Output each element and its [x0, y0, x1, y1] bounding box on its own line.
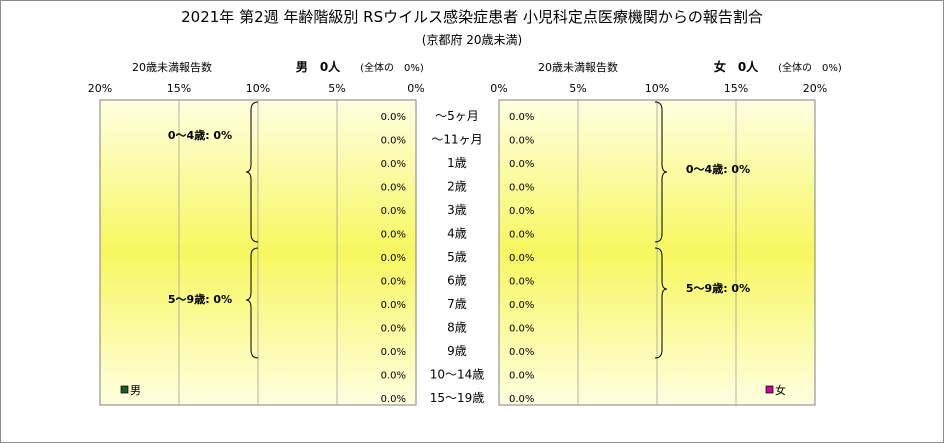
category-label: ～11ヶ月 — [431, 132, 482, 146]
category-label: 10～14歳 — [430, 367, 485, 381]
right-brace-0-4 — [654, 101, 668, 243]
male-value-label: 0.0% — [381, 323, 406, 334]
female-value-label: 0.0% — [509, 229, 534, 240]
category-label: 8歳 — [447, 320, 467, 334]
male-value-label: 0.0% — [381, 229, 406, 240]
male-tick-labels: 20% 15% 10% 5% 0% — [88, 82, 425, 95]
male-value-label: 0.0% — [381, 206, 406, 217]
legend-female-label: 女 — [775, 383, 786, 397]
category-label: 6歳 — [447, 273, 467, 287]
female-value-label: 0.0% — [509, 112, 534, 123]
category-label: 7歳 — [447, 297, 467, 311]
female-tick-label: 5% — [569, 82, 586, 95]
female-tick-label: 10% — [645, 82, 669, 95]
male-value-label: 0.0% — [381, 159, 406, 170]
right-annotation-5-9: 5～9歳: 0% — [686, 281, 750, 295]
male-value-label: 0.0% — [381, 135, 406, 146]
male-value-label: 0.0% — [381, 347, 406, 358]
male-value-label: 0.0% — [381, 182, 406, 193]
left-axis-label: 20歳未満報告数 — [132, 61, 212, 74]
male-value-label: 0.0% — [381, 253, 406, 264]
female-value-label: 0.0% — [509, 370, 534, 381]
category-label: 3歳 — [447, 203, 467, 217]
left-annotation-5-9: 5～9歳: 0% — [168, 292, 232, 306]
left-annotation-0-4: 0～4歳: 0% — [168, 128, 232, 142]
male-value-label: 0.0% — [381, 370, 406, 381]
male-tick-label: 0% — [407, 82, 424, 95]
female-tick-label: 0% — [490, 82, 507, 95]
female-gridlines — [577, 100, 737, 405]
male-gridlines — [178, 100, 338, 405]
male-tick-label: 15% — [167, 82, 191, 95]
female-header: 女 0人 — [714, 59, 759, 74]
female-value-label: 0.0% — [509, 159, 534, 170]
male-value-label: 0.0% — [381, 300, 406, 311]
category-label: ～5ヶ月 — [435, 109, 479, 123]
right-annotation-0-4: 0～4歳: 0% — [686, 162, 750, 176]
right-brace-5-9 — [654, 247, 668, 359]
right-axis-label: 20歳未満報告数 — [538, 61, 618, 74]
category-label: 4歳 — [447, 226, 467, 240]
value-labels: 0.0% 0.0% 0.0% 0.0% 0.0% 0.0% 0.0% 0.0% 0.0% 0.0%… — [381, 112, 535, 405]
male-header: 男 0人 — [296, 59, 341, 74]
legend-female-swatch — [765, 385, 774, 394]
female-tick-label: 15% — [724, 82, 748, 95]
male-tick-label: 10% — [246, 82, 270, 95]
male-tick-label: 20% — [88, 82, 112, 95]
legend-male-swatch — [120, 385, 129, 394]
male-share-note: (全体の 0%) — [360, 61, 424, 74]
female-value-label: 0.0% — [509, 135, 534, 146]
female-value-label: 0.0% — [509, 347, 534, 358]
category-label: 15～19歳 — [430, 391, 485, 405]
female-value-label: 0.0% — [509, 394, 534, 405]
female-value-label: 0.0% — [509, 323, 534, 334]
female-value-label: 0.0% — [509, 276, 534, 287]
category-label: 5歳 — [447, 250, 467, 264]
left-brace-0-4 — [245, 101, 259, 243]
category-labels: ～5ヶ月 ～11ヶ月 1歳 2歳 3歳 4歳 5歳 6歳 7歳 8歳 9歳 10～14歳 15～19歳 — [430, 109, 485, 405]
category-label: 1歳 — [447, 156, 467, 170]
female-tick-label: 20% — [803, 82, 827, 95]
category-label: 2歳 — [447, 179, 467, 193]
chart-subtitle: (京都府 20歳未満) — [422, 32, 522, 47]
male-value-label: 0.0% — [381, 394, 406, 405]
female-tick-labels: 0% 5% 10% 15% 20% — [490, 82, 827, 95]
male-value-label: 0.0% — [381, 112, 406, 123]
category-label: 9歳 — [447, 344, 467, 358]
female-value-label: 0.0% — [509, 206, 534, 217]
female-value-label: 0.0% — [509, 182, 534, 193]
female-value-label: 0.0% — [509, 253, 534, 264]
male-tick-label: 5% — [328, 82, 345, 95]
female-share-note: (全体の 0%) — [778, 61, 842, 74]
legend-male-label: 男 — [130, 384, 141, 397]
chart-title: 2021年 第2週 年齢階級別 RSウイルス感染症患者 小児科定点医療機関からの… — [181, 8, 763, 26]
left-brace-5-9 — [245, 247, 259, 359]
female-value-label: 0.0% — [509, 300, 534, 311]
male-value-label: 0.0% — [381, 276, 406, 287]
